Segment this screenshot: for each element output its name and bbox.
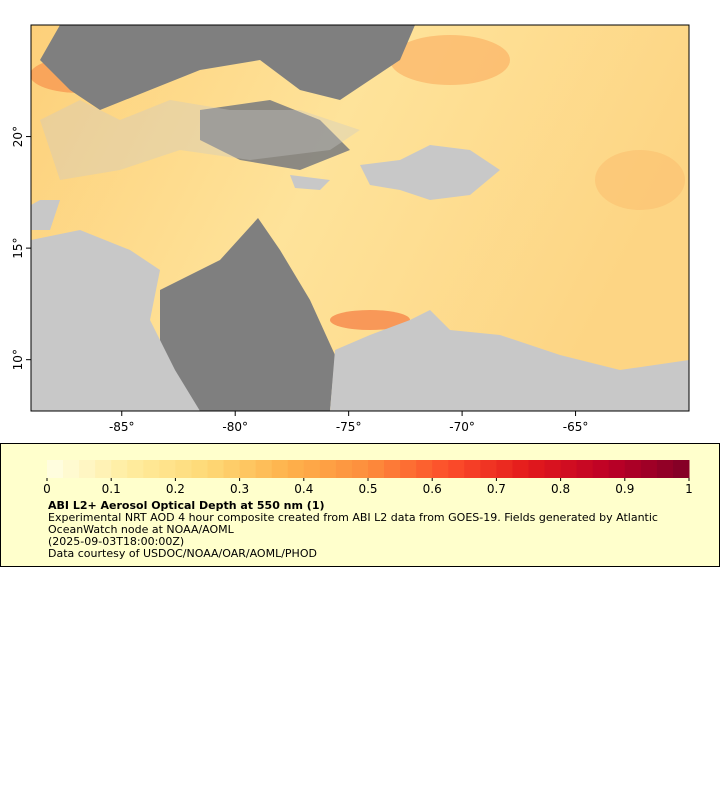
colorbar-step	[368, 460, 385, 478]
colorbar-step	[528, 460, 546, 478]
x-tick-label: -65°	[563, 420, 589, 434]
colorbar-step	[175, 460, 192, 478]
colorbar-step	[207, 460, 225, 478]
colorbar-step	[496, 460, 513, 478]
colorbar-tick-label: 0.5	[358, 482, 377, 496]
colorbar-step	[303, 460, 321, 478]
colorbar-step	[271, 460, 289, 478]
colorbar-step	[63, 460, 80, 478]
colorbar-step	[239, 460, 257, 478]
colorbar-tick-label: 0.4	[294, 482, 313, 496]
colorbar-step	[47, 460, 64, 478]
colorbar-step	[480, 460, 497, 478]
colorbar-step	[512, 460, 529, 478]
colorbar-tick-label: 0.2	[166, 482, 185, 496]
legend-line: Experimental NRT AOD 4 hour composite cr…	[48, 511, 658, 536]
y-tick-label: 20°	[11, 126, 25, 147]
legend-line: Data courtesy of USDOC/NOAA/OAR/AOML/PHO…	[48, 547, 317, 560]
land	[290, 175, 330, 190]
colorbar-step	[159, 460, 176, 478]
colorbar-step	[416, 460, 433, 478]
x-tick-label: -75°	[336, 420, 362, 434]
colorbar-tick-label: 0.6	[423, 482, 442, 496]
no-data	[40, 25, 415, 110]
land	[31, 200, 60, 230]
colorbar-step	[640, 460, 658, 478]
colorbar-step	[351, 460, 369, 478]
colorbar-step	[191, 460, 208, 478]
colorbar-step	[400, 460, 417, 478]
colorbar-step	[624, 460, 642, 478]
no-data	[200, 100, 350, 170]
colorbar-step	[143, 460, 160, 478]
aerosol-patch	[330, 310, 410, 330]
map	[31, 25, 689, 411]
colorbar-step	[576, 460, 594, 478]
x-tick-label: -85°	[109, 420, 135, 434]
aerosol-patch	[390, 35, 510, 85]
colorbar-tick-label: 0.9	[615, 482, 634, 496]
colorbar-tick-label: 0.1	[102, 482, 121, 496]
colorbar: 0 0.1 0.2 0.3 0.4 0.5 0.6 0.7 0.8 0.9 1	[43, 460, 693, 496]
aerosol-patch	[595, 150, 685, 210]
colorbar-step	[127, 460, 144, 478]
colorbar-step	[79, 460, 96, 478]
colorbar-step	[464, 460, 481, 478]
colorbar-step	[95, 460, 112, 478]
no-data	[160, 218, 335, 411]
map-frame	[30, 24, 690, 412]
colorbar-step	[592, 460, 610, 478]
x-tick-label: -80°	[222, 420, 248, 434]
land	[31, 230, 200, 411]
cloud	[40, 100, 360, 180]
legend-title: ABI L2+ Aerosol Optical Depth at 550 nm …	[48, 499, 325, 512]
colorbar-step	[111, 460, 128, 478]
y-tick-label: 10°	[11, 349, 25, 370]
colorbar-step	[255, 460, 273, 478]
colorbar-step	[672, 460, 690, 478]
colorbar-step	[432, 460, 449, 478]
land	[330, 310, 689, 411]
colorbar-step	[448, 460, 465, 478]
colorbar-tick-label: 1	[685, 482, 693, 496]
colorbar-step	[223, 460, 241, 478]
legend-notes: ABI L2+ Aerosol Optical Depth at 550 nm …	[48, 500, 698, 560]
colorbar-tick-label: 0	[43, 482, 51, 496]
colorbar-step	[335, 460, 353, 478]
legend-line: (2025-09-03T18:00:00Z)	[48, 535, 185, 548]
colorbar-tick-label: 0.8	[551, 482, 570, 496]
colorbar-step	[319, 460, 337, 478]
colorbar-tick-label: 0.7	[487, 482, 506, 496]
colorbar-step	[656, 460, 674, 478]
land	[360, 145, 500, 200]
colorbar-step	[384, 460, 401, 478]
x-tick-label: -70°	[449, 420, 475, 434]
colorbar-step	[608, 460, 626, 478]
colorbar-step	[287, 460, 305, 478]
colorbar-step	[544, 460, 562, 478]
colorbar-step	[560, 460, 578, 478]
y-tick-label: 15°	[11, 237, 25, 258]
colorbar-tick-label: 0.3	[230, 482, 249, 496]
